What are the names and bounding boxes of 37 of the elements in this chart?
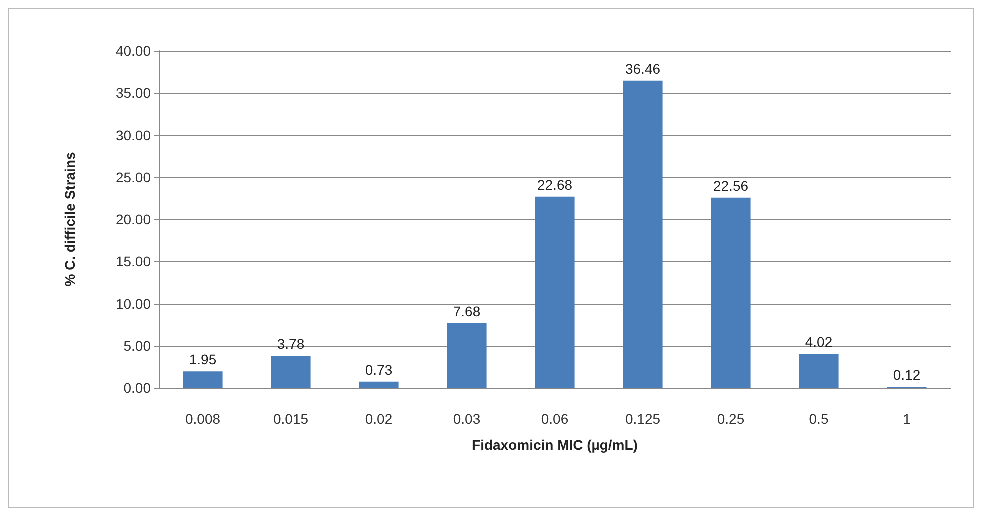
- y-tick-label: 15.00: [116, 254, 152, 270]
- bar: [447, 323, 487, 388]
- bar: [359, 382, 399, 388]
- y-tick-label: 35.00: [116, 85, 152, 102]
- y-tick-label: 30.00: [116, 127, 152, 144]
- x-tick-label: 0.25: [717, 411, 745, 427]
- x-tick-label: 0.015: [273, 411, 309, 427]
- data-label: 0.73: [365, 362, 393, 378]
- y-tick-label: 10.00: [116, 296, 152, 312]
- data-label: 22.68: [537, 176, 573, 193]
- x-tick-label: 0.03: [453, 411, 481, 427]
- x-tick-label: 0.02: [365, 411, 393, 427]
- x-tick-label: 0.125: [625, 411, 661, 427]
- y-tick-label: 20.00: [116, 212, 152, 228]
- x-axis-title: Fidaxomicin MIC (µg/mL): [472, 437, 638, 453]
- data-label: 0.12: [893, 366, 921, 383]
- data-label: 1.95: [189, 352, 217, 368]
- data-label: 22.56: [713, 178, 749, 194]
- x-tick-label: 1: [903, 411, 912, 427]
- y-axis-title: % C. difficile Strains: [62, 152, 78, 287]
- x-tick-label: 0.5: [809, 411, 829, 427]
- data-label: 3.78: [277, 336, 305, 352]
- bar: [271, 356, 311, 388]
- y-tick-label: 5.00: [124, 338, 152, 354]
- data-label: 4.02: [805, 334, 833, 350]
- bar: [623, 80, 663, 388]
- bar: [799, 354, 839, 388]
- y-tick-label: 0.00: [124, 380, 152, 396]
- data-label: 36.46: [625, 60, 661, 77]
- bar: [183, 372, 223, 388]
- bar: [535, 196, 575, 388]
- x-tick-label: 0.06: [541, 411, 569, 427]
- bar: [711, 198, 751, 388]
- y-tick-label: 40.00: [116, 43, 152, 59]
- data-label: 7.68: [453, 303, 481, 320]
- y-tick-label: 25.00: [116, 169, 152, 186]
- x-tick-label: 0.008: [185, 411, 221, 427]
